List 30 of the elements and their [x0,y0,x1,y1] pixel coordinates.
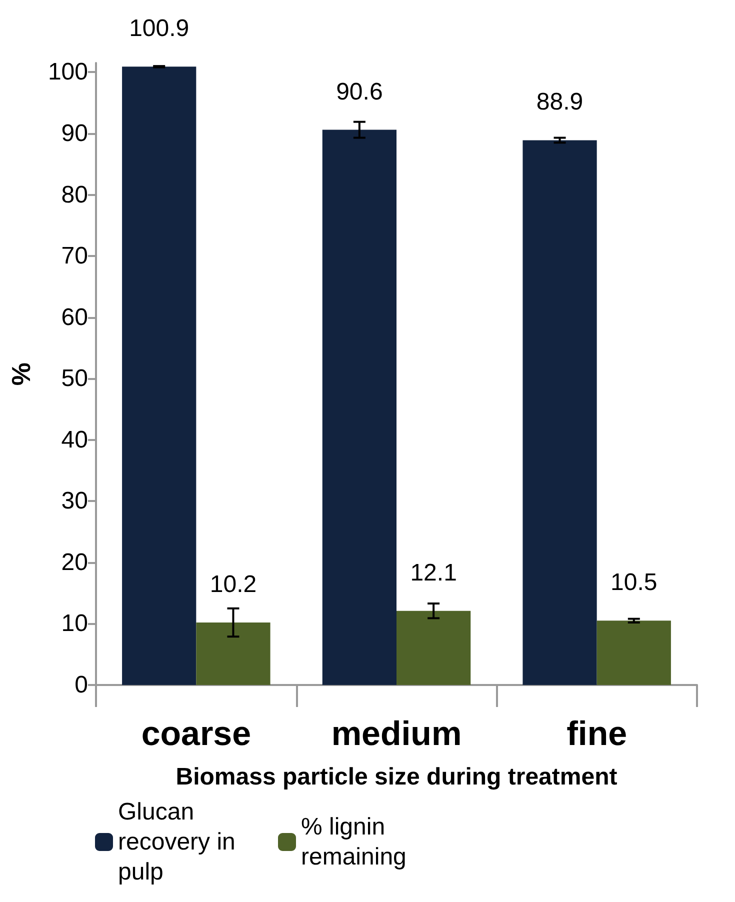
y-tick-label: 30 [61,488,88,515]
x-tick-label: coarse [141,715,251,753]
y-tick-label: 40 [61,426,88,454]
y-tick-label: 80 [61,181,88,208]
legend-label: Glucan recovery in pulp [118,798,242,886]
y-tick-label: 10 [61,610,88,638]
x-tick-label: medium [331,715,462,753]
y-tick-label: 60 [61,304,88,331]
data-label: 100.9 [129,15,190,42]
bar [396,610,471,685]
y-tick-label: 20 [61,548,88,576]
bar [522,140,597,685]
x-axis-title: Biomass particle size during treatment [176,764,618,790]
y-tick-label: 90 [61,120,88,147]
y-tick-label: 70 [61,242,88,270]
x-tick-label: fine [566,715,628,753]
y-tick-label: 50 [61,365,88,392]
bar [196,622,270,685]
y-tick-label: 0 [74,672,88,698]
data-label: 10.2 [210,570,257,598]
y-axis-title: % [6,362,36,386]
bar [322,130,396,685]
data-label: 12.1 [410,559,457,586]
y-tick-label: 100 [48,58,88,86]
data-label: 88.9 [536,88,584,116]
bar [122,66,196,685]
legend-label: % lignin remaining [301,814,406,870]
data-label: 10.5 [610,569,658,596]
bar [596,620,671,685]
data-label: 90.6 [336,78,383,106]
